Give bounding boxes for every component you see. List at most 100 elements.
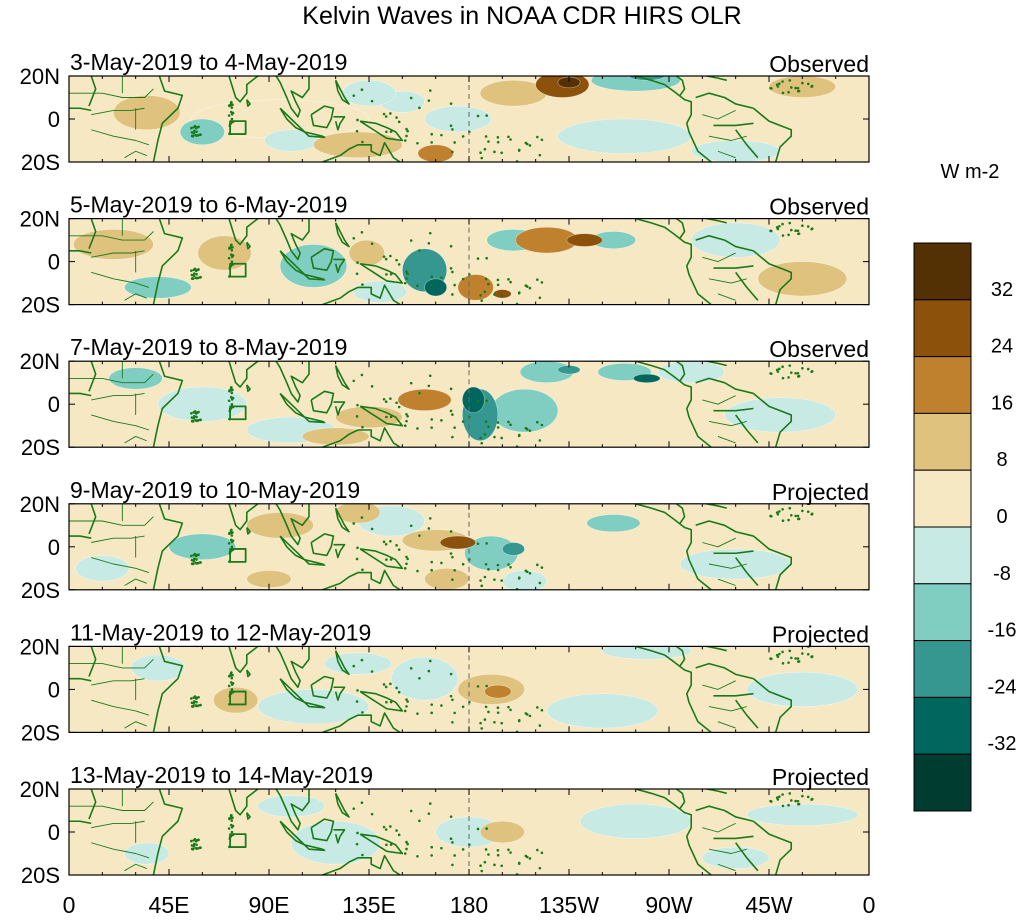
island-dot (230, 830, 234, 834)
coastlines (69, 646, 793, 733)
island-dot (397, 690, 401, 694)
latitude-tick-label: 20N (20, 207, 60, 232)
country-border (91, 107, 145, 116)
coastline (334, 792, 350, 818)
coastline (69, 677, 92, 682)
island-dot (525, 285, 529, 288)
panel-date-range: 7-May-2019 to 8-May-2019 (70, 334, 347, 360)
colorbar-swatch (913, 299, 972, 358)
island-dot (788, 792, 792, 795)
island-dot (483, 290, 487, 294)
colorbar-level-label: 24 (991, 336, 1013, 358)
country-border (708, 563, 747, 569)
coastline (227, 361, 260, 388)
island-dot (382, 683, 386, 686)
island-dot (361, 140, 364, 144)
figure-title: Kelvin Waves in NOAA CDR HIRS OLR (302, 2, 741, 30)
country-border (702, 680, 736, 690)
anomaly-contour (108, 367, 163, 390)
coastline (703, 646, 727, 652)
coastline (227, 218, 260, 246)
island-dot (781, 662, 785, 665)
coastline (322, 712, 401, 733)
island-dot (496, 849, 500, 852)
coastlines (69, 361, 793, 448)
latitude-tick-label: 20N (20, 777, 60, 802)
island-dot (525, 570, 529, 574)
island-dot (406, 842, 409, 846)
island-dot (229, 110, 233, 114)
anomaly-contour (179, 118, 225, 146)
island-dot (536, 706, 539, 709)
island-dot (405, 413, 408, 416)
coastline (152, 361, 184, 448)
island-dot (194, 276, 198, 279)
coastline (310, 105, 335, 129)
island-dot (384, 685, 388, 689)
island-dot (192, 274, 196, 277)
island-dot (517, 718, 521, 722)
country-border (69, 658, 154, 669)
island-dot (427, 527, 431, 530)
island-dot (355, 129, 359, 133)
island-dot (196, 846, 200, 850)
island-dot (540, 138, 544, 142)
island-dot (430, 418, 434, 421)
island-dot (496, 140, 500, 144)
island-dot (440, 133, 443, 137)
panel-status-label: Projected (772, 621, 869, 647)
island-dot (485, 827, 488, 830)
colorbar-boxes (913, 242, 972, 812)
island-dot (352, 664, 356, 668)
coastline (735, 414, 759, 444)
island-dot (496, 278, 500, 282)
island-dot (496, 563, 500, 567)
island-dot (227, 542, 231, 545)
coastline (635, 789, 712, 875)
island-dot (361, 425, 364, 429)
island-dot (231, 548, 235, 552)
island-dot (231, 405, 235, 409)
island-dot (193, 695, 197, 698)
island-dot (416, 569, 419, 573)
anomaly-contour (546, 693, 659, 729)
island-dot (788, 649, 792, 653)
latitude-tick-label: 20S (21, 150, 60, 175)
latitude-tick-label: 20N (20, 634, 60, 659)
island-dot (449, 815, 453, 818)
island-dot (451, 413, 454, 416)
anomaly-contour (342, 79, 396, 107)
anomaly-contour (324, 652, 392, 675)
island-dot (480, 156, 484, 160)
island-dot (528, 286, 532, 290)
panel-status-label: Projected (772, 479, 869, 505)
island-dot (449, 102, 453, 105)
coastline (152, 789, 184, 875)
island-dot (440, 704, 443, 707)
anomaly-contour (424, 568, 470, 590)
island-dot (476, 114, 480, 118)
island-dot (778, 82, 781, 85)
coastline (227, 646, 260, 674)
island-dot (416, 854, 419, 858)
island-dot (228, 674, 231, 677)
coastline (703, 218, 727, 224)
island-dot (230, 671, 233, 674)
island-dot (461, 562, 465, 566)
country-border (124, 150, 147, 159)
island-dot (385, 273, 388, 276)
coastline (713, 407, 754, 412)
island-dot (227, 827, 231, 830)
island-dot (479, 436, 482, 440)
coastline (713, 835, 754, 840)
island-dot (230, 819, 234, 822)
island-dot (228, 837, 232, 841)
island-dot (796, 657, 800, 660)
coastline (152, 76, 184, 162)
island-dot (449, 124, 453, 128)
island-dot (360, 373, 364, 377)
coastline (333, 543, 346, 559)
island-dot (787, 376, 790, 379)
island-dot (355, 700, 359, 703)
island-dot (196, 419, 200, 422)
